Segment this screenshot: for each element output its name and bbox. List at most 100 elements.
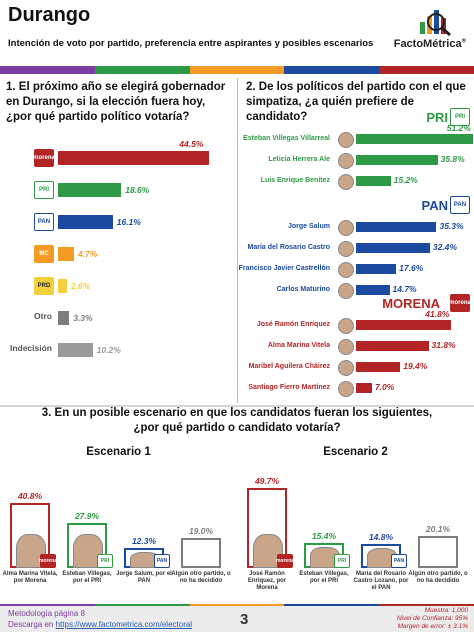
- candidate-photo: [338, 381, 354, 397]
- candidate-photo: [338, 132, 354, 148]
- scenario-title: Escenario 1: [86, 446, 151, 458]
- value-label: 32.4%: [432, 242, 457, 252]
- category-label: Indecisión: [9, 343, 52, 353]
- logo-pan: PAN: [154, 554, 170, 568]
- logo-pan: PAN: [391, 554, 407, 568]
- logo-morena: morena: [33, 149, 55, 167]
- value-label: 40.8%: [17, 490, 43, 501]
- candidate-photo: [338, 220, 354, 236]
- value-label: 14.8%: [368, 532, 394, 543]
- bar: [356, 320, 452, 330]
- bar: [356, 155, 438, 165]
- category-label: Alma Marina Vitela, por Morena: [2, 571, 58, 584]
- bar: [58, 311, 70, 325]
- value-label: 19.0%: [188, 525, 214, 536]
- candidate-photo: [338, 283, 354, 299]
- scenario-title: Escenario 2: [323, 446, 388, 458]
- bar: [356, 222, 437, 232]
- bar: [356, 176, 391, 186]
- question-3: 3. En un posible escenario en que los ca…: [41, 407, 433, 434]
- value-label: 20.1%: [425, 523, 451, 534]
- scenario-1-chart: Escenario 1 morena 40.8% Alma Marina Vitela…: [0, 444, 237, 604]
- section-divider: [0, 405, 474, 407]
- value-label: 7.0%: [374, 382, 395, 392]
- value-label: 10.2%: [96, 345, 121, 355]
- question-2: 2. De los políticos del partido con el q…: [246, 81, 466, 123]
- category-label: Jorge Salum, por el PAN: [116, 571, 172, 584]
- category-label: María del Rosario Castro Lozano, por el …: [353, 571, 409, 591]
- bar: [356, 243, 430, 253]
- party-vote-chart: morena 44.5% PRI 18.6% PAN 16.1% MC 4.7% PRD 2.6%…: [0, 139, 237, 402]
- candidate-name: Francisco Javier Castrellón: [238, 265, 330, 272]
- logo-pan: PAN: [450, 196, 470, 214]
- bar: [356, 383, 372, 393]
- bar: [181, 537, 221, 568]
- candidate-name: Alma Marina Vitela: [267, 342, 330, 349]
- candidate-name: Maribel Aguilera Cháirez: [248, 363, 330, 370]
- brand-name: FactoMétrica®: [393, 38, 466, 50]
- candidate-name: José Ramón Enríquez: [256, 321, 330, 328]
- logo-morena: morena: [39, 554, 57, 568]
- scenario-2-chart: Escenario 2 morena 49.7% José Ramón Enríque…: [237, 444, 474, 604]
- section-head-pri: PRI: [426, 110, 448, 125]
- bar: [58, 343, 93, 357]
- value-label: 44.5%: [179, 139, 204, 149]
- category-label: Algún otro partido, o no ha decidido: [171, 571, 231, 584]
- value-label: 35.8%: [440, 154, 465, 164]
- value-label: 19.4%: [403, 361, 428, 371]
- value-label: 16.1%: [116, 217, 141, 227]
- value-label: 27.9%: [74, 511, 100, 522]
- survey-specs: Muestra: 1,000 Nivel de Confianza: 95% M…: [396, 607, 468, 630]
- candidate-photo: [338, 174, 354, 190]
- logo-pri: PRI: [450, 108, 470, 126]
- candidate-photo: [338, 318, 354, 334]
- candidate-name: Esteban Villegas Villarreal: [243, 135, 330, 142]
- bar: [356, 362, 401, 372]
- candidate-photo: [338, 153, 354, 169]
- value-label: 2.6%: [70, 281, 91, 291]
- electoral-link[interactable]: https://www.factometrica.com/electoral: [55, 620, 193, 629]
- page-title: Durango: [8, 4, 91, 26]
- candidate-preference-chart: PRI PRI Esteban Villegas Villarreal 51.2% Le…: [238, 108, 474, 404]
- value-label: 15.4%: [311, 531, 337, 542]
- color-band: [0, 66, 474, 74]
- logo-pri: PRI: [334, 554, 350, 568]
- category-label: Esteban Villegas, por el PRI: [62, 571, 112, 584]
- bar: [356, 341, 429, 351]
- candidate-photo: [338, 262, 354, 278]
- logo-morena: morena: [449, 294, 471, 312]
- value-label: 3.3%: [73, 313, 93, 323]
- logo-pan: PAN: [34, 213, 54, 231]
- value-label: 49.7%: [254, 476, 280, 487]
- category-label: Esteban Villegas, por el PRI: [299, 571, 349, 584]
- logo-mc: MC: [34, 245, 54, 263]
- value-label: 41.8%: [425, 309, 450, 319]
- logo-morena: morena: [276, 554, 294, 568]
- category-label: Otro: [34, 311, 52, 321]
- logo-prd: PRD: [34, 277, 54, 295]
- candidate-photo: [338, 339, 354, 355]
- candidate-photo: [338, 241, 354, 257]
- candidate-name: Luis Enrique Benítez: [260, 177, 330, 184]
- methodology-note: Metodología página 8: [8, 609, 85, 618]
- value-label: 51.2%: [446, 123, 471, 133]
- value-label: 35.3%: [439, 221, 464, 231]
- value-label: 17.6%: [399, 263, 424, 273]
- brand-logo: FactoMétrica®: [376, 4, 466, 52]
- candidate-name: María del Rosario Castro: [247, 244, 330, 251]
- logo-pri: PRI: [34, 181, 54, 199]
- page-subtitle: Intención de voto por partido, preferenc…: [8, 38, 374, 49]
- bar: [58, 151, 210, 165]
- value-label: 18.6%: [125, 185, 150, 195]
- bar: [58, 215, 113, 229]
- candidate-photo: [73, 534, 103, 568]
- column-divider: [237, 78, 238, 403]
- value-label: 14.7%: [392, 284, 417, 294]
- bar: [58, 279, 67, 293]
- bar: [356, 134, 473, 144]
- bar-chart-icon: [420, 10, 451, 37]
- candidate-photo: [338, 360, 354, 376]
- category-label: José Ramón Enríquez, por Morena: [247, 571, 287, 591]
- candidate-name: Jorge Salum: [287, 223, 330, 230]
- value-label: 31.8%: [431, 340, 456, 350]
